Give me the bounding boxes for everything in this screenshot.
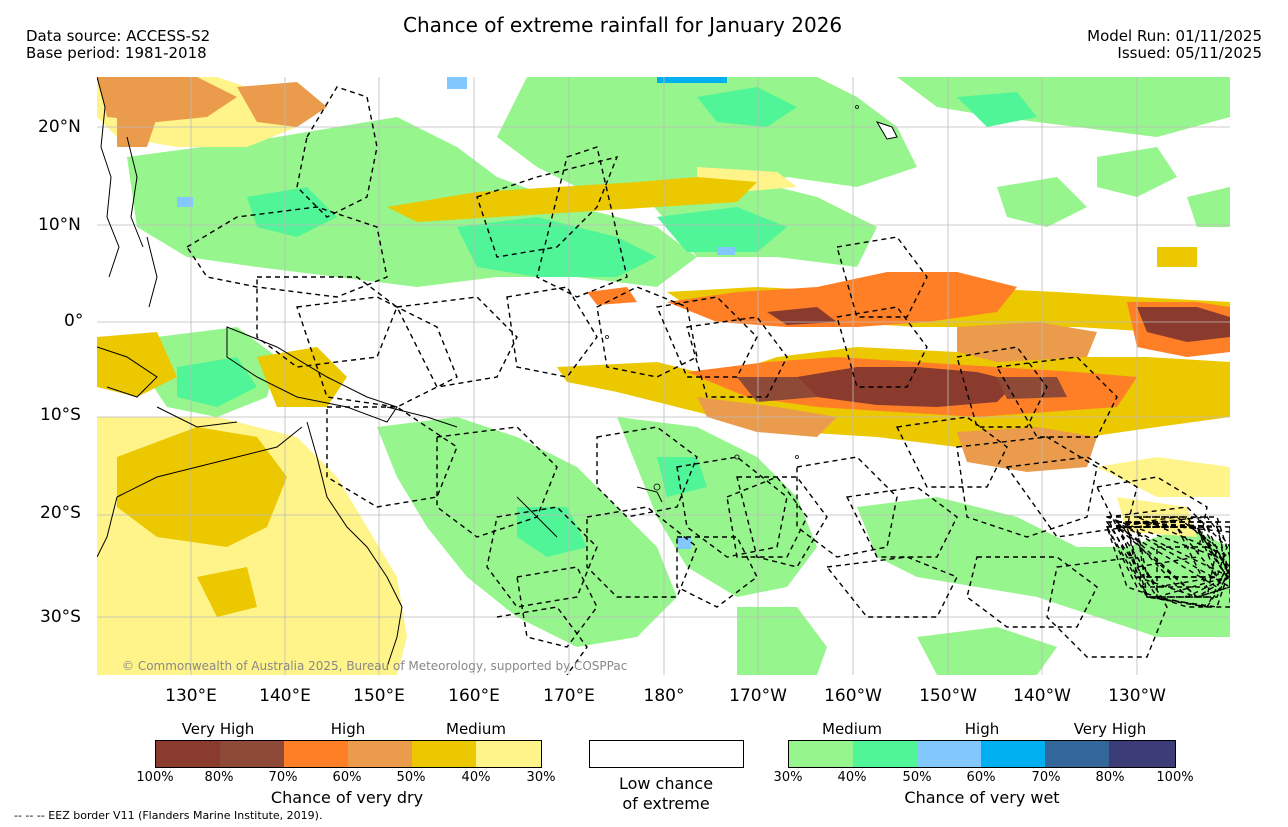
legend-wet-swatch-60-70 <box>981 741 1046 767</box>
legend-wet-tick-40: 40% <box>837 770 867 785</box>
legend-dry-swatch-80-70 <box>220 741 285 767</box>
legend-dry-caption: Chance of very dry <box>270 788 424 807</box>
wet-high-regions <box>177 77 735 549</box>
lat-label-10n: 10°N <box>38 215 81 235</box>
legend-wet-very-high: Very High <box>1073 720 1147 738</box>
legend-wet-tick-100: 100% <box>1156 770 1194 785</box>
legend-dry-tick-50: 50% <box>396 770 426 785</box>
map-title: Chance of extreme rainfall for January 2… <box>403 13 843 37</box>
lon-label-130e: 130°E <box>165 686 217 706</box>
legend-low-chance-box <box>589 740 744 768</box>
legend-wet-swatch-80-100 <box>1109 741 1175 767</box>
legend-wet-swatch-70-80 <box>1045 741 1110 767</box>
legend-wet-swatch-30-40 <box>789 741 854 767</box>
lat-label-20n: 20°N <box>38 117 81 137</box>
legend-dry-swatch-70-60 <box>284 741 349 767</box>
legend-low-caption-1: Low chance <box>618 774 714 793</box>
legend-wet-medium: Medium <box>822 720 882 738</box>
lon-label-150e: 150°E <box>353 686 405 706</box>
legend-wet-high: High <box>964 720 1000 738</box>
lon-label-140w: 140°W <box>1013 686 1071 706</box>
legend-wet-swatch-50-60 <box>917 741 982 767</box>
legend-wet-bar <box>788 740 1176 768</box>
data-source-label: Data source: ACCESS-S2 <box>26 27 211 45</box>
rainfall-map: © Commonwealth of Australia 2025, Bureau… <box>97 77 1230 675</box>
legend-dry-swatch-100-80 <box>156 741 221 767</box>
lon-label-130w: 130°W <box>1108 686 1166 706</box>
copyright-notice: © Commonwealth of Australia 2025, Bureau… <box>122 659 628 673</box>
legend-dry-tick-80: 80% <box>204 770 234 785</box>
legend-dry-tick-60: 60% <box>332 770 362 785</box>
lon-label-140e: 140°E <box>259 686 311 706</box>
dry-very-high-2-regions <box>737 377 1067 402</box>
lat-label-10s: 10°S <box>40 405 81 425</box>
island-specks <box>605 105 859 491</box>
legend-dry-tick-40: 40% <box>461 770 491 785</box>
legend-wet-tick-70: 70% <box>1031 770 1061 785</box>
lon-label-160w: 160°W <box>824 686 882 706</box>
lon-label-160e: 160°E <box>448 686 500 706</box>
legend-dry-swatch-50-40 <box>412 741 477 767</box>
legend-dry-high: High <box>330 720 366 738</box>
legend-wet-swatch-40-50 <box>853 741 918 767</box>
legend-dry-very-high: Very High <box>181 720 255 738</box>
lon-label-150w: 150°W <box>919 686 977 706</box>
lon-label-170e: 170°E <box>543 686 595 706</box>
lat-label-0: 0° <box>64 311 84 331</box>
base-period-label: Base period: 1981-2018 <box>26 44 207 62</box>
legend-dry-medium: Medium <box>446 720 506 738</box>
legend-dry-bar <box>155 740 542 768</box>
lat-label-30s: 30°S <box>40 607 81 627</box>
legend-wet-tick-60: 60% <box>966 770 996 785</box>
legend-dry-swatch-60-50 <box>348 741 413 767</box>
map-canvas <box>97 77 1230 675</box>
legend-wet-tick-30: 30% <box>773 770 803 785</box>
coastlines <box>97 77 898 668</box>
legend-dry-tick-70: 70% <box>268 770 298 785</box>
legend-low-caption-2: of extreme <box>622 794 710 813</box>
legend-dry-tick-30: 30% <box>526 770 556 785</box>
legend-dry-swatch-40-30 <box>476 741 541 767</box>
legend-wet-caption: Chance of very wet <box>904 788 1060 807</box>
eez-border-note: -- -- -- EEZ border V11 (Flanders Marine… <box>14 809 323 822</box>
wet-high-2-regions <box>657 77 727 83</box>
lon-label-170w: 170°W <box>729 686 787 706</box>
legend-dry-tick-100: 100% <box>136 770 174 785</box>
eez-borders <box>186 86 1230 675</box>
legend-wet-tick-80: 80% <box>1095 770 1125 785</box>
legend-wet-tick-50: 50% <box>902 770 932 785</box>
lat-label-20s: 20°S <box>40 503 81 523</box>
issued-label: Issued: 05/11/2025 <box>1117 44 1262 62</box>
model-run-label: Model Run: 01/11/2025 <box>1087 27 1262 45</box>
lon-label-180: 180° <box>643 686 685 706</box>
